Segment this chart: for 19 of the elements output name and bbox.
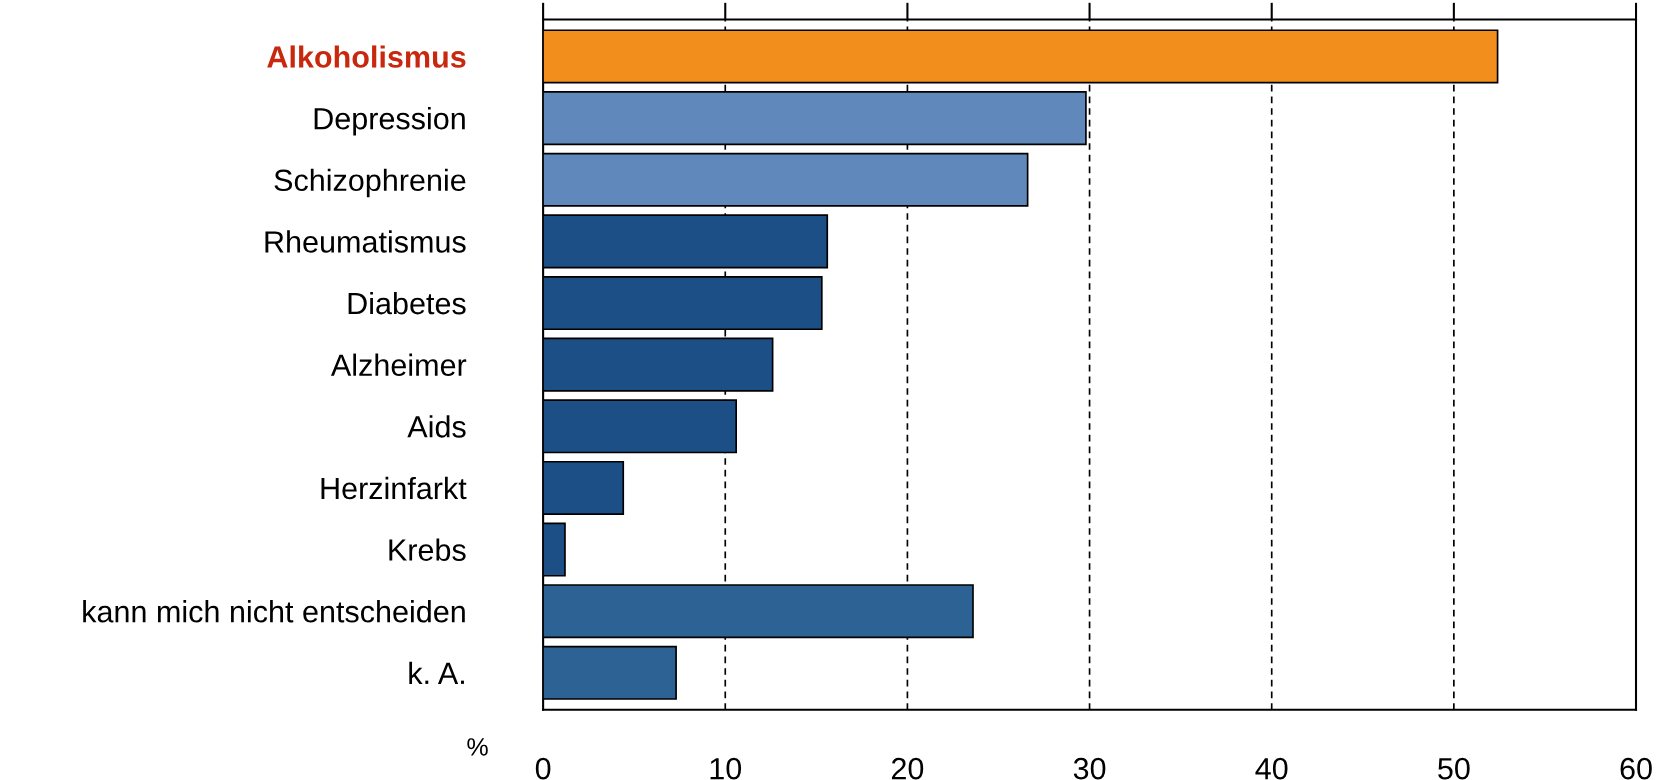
y-tick-label: Schizophrenie: [274, 168, 466, 198]
x-tick-label: 50: [1438, 757, 1470, 780]
x-tick-label: 60: [1620, 757, 1652, 780]
y-tick-label: k. A.: [409, 661, 464, 684]
y-tick-label: Alkoholismus: [267, 45, 466, 68]
y-tick-label: Herzinfarkt: [321, 476, 467, 500]
y-tick-label: kann mich nicht entscheiden: [83, 600, 465, 623]
y-tick-label: Depression: [314, 107, 465, 136]
y-tick-label: Diabetes: [348, 291, 466, 315]
x-tick-label: 40: [1255, 757, 1288, 780]
y-tick-label: Rheumatismus: [265, 230, 466, 253]
x-axis-title: %: [467, 738, 488, 756]
x-tick-label: 30: [1073, 757, 1106, 780]
x-tick-label: 10: [710, 757, 742, 780]
x-tick-label: 20: [891, 757, 924, 780]
x-tick-label: 0: [535, 757, 551, 780]
y-tick-label: Krebs: [389, 538, 466, 561]
y-tick-label: Alzheimer: [330, 353, 467, 377]
y-tick-label: Aids: [407, 415, 466, 438]
